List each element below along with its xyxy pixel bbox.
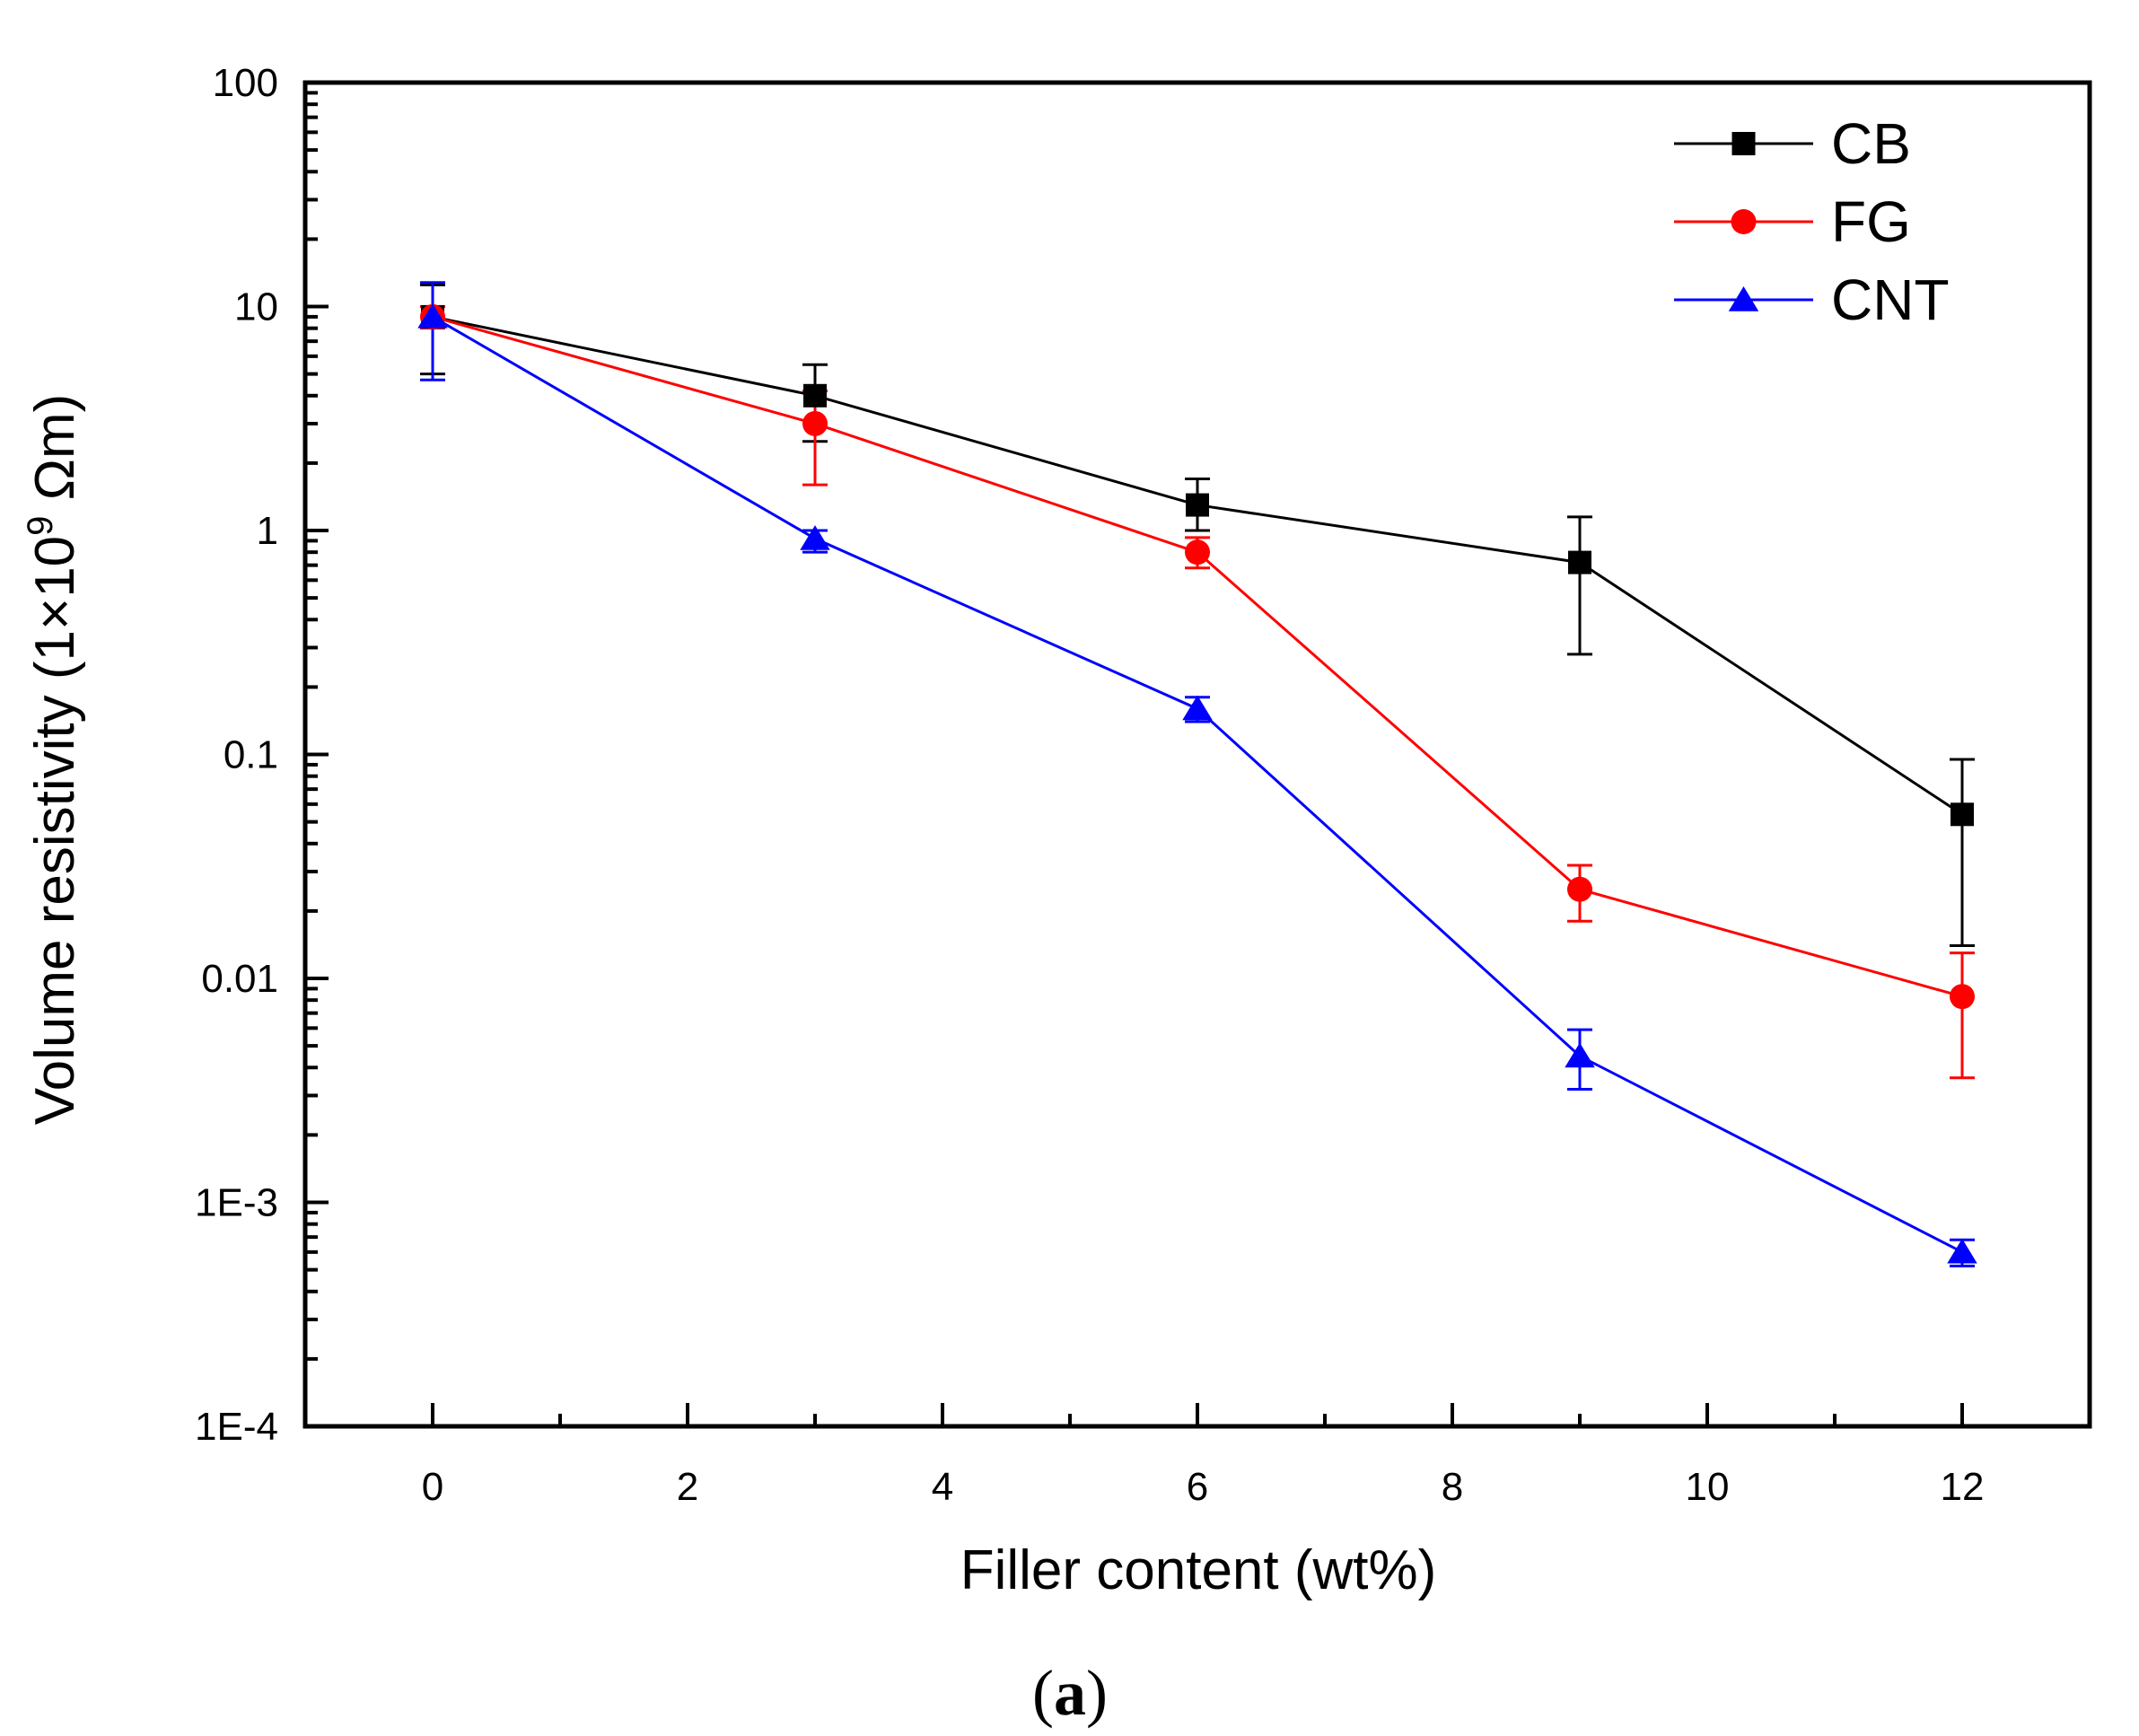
legend-label-cnt: CNT <box>1831 267 1950 332</box>
y-axis-title-suffix: Ωm) <box>24 394 86 516</box>
legend-marker-cnt <box>1728 286 1759 311</box>
errorbars-layer <box>420 281 1975 1267</box>
x-tick-label: 2 <box>677 1465 698 1509</box>
y-tick-label: 1 <box>257 509 278 553</box>
panel-label: (a) <box>1032 1657 1108 1729</box>
data-point-cnt <box>1565 1042 1595 1068</box>
legend-marker-fg <box>1731 209 1757 234</box>
y-axis-tick-labels: 1E-4 1E-3 0.01 0.1 1 10 100 <box>195 61 278 1449</box>
data-point-fg <box>1950 984 1975 1010</box>
x-tick-label: 12 <box>1941 1465 1985 1509</box>
legend-label-fg: FG <box>1831 189 1911 254</box>
y-tick-label: 10 <box>234 285 278 329</box>
y-tick-label: 0.01 <box>201 957 278 1001</box>
data-point-cb <box>803 383 827 408</box>
data-point-fg <box>802 410 828 436</box>
x-tick-label: 8 <box>1442 1465 1463 1509</box>
x-axis-tick-labels: 0 2 4 6 8 10 12 <box>422 1465 1985 1509</box>
y-axis-ticks <box>305 81 329 1428</box>
x-tick-label: 6 <box>1187 1465 1208 1509</box>
x-axis-title: Filler content (wt%) <box>960 1539 1437 1601</box>
data-point-cnt <box>1947 1238 1977 1264</box>
y-tick-label: 1E-3 <box>195 1181 278 1225</box>
data-point-cnt <box>1182 695 1213 721</box>
data-point-cb <box>1186 493 1209 517</box>
y-axis-title-prefix: Volume resistivity (1×10 <box>24 536 86 1125</box>
legend-label-cb: CB <box>1831 111 1911 176</box>
legend: CB FG CNT <box>1674 111 1950 332</box>
series-line-cnt <box>432 315 1963 1254</box>
y-axis-title-exponent: 9 <box>21 516 60 536</box>
y-tick-label: 0.1 <box>224 733 278 777</box>
x-tick-label: 4 <box>932 1465 953 1509</box>
series-lines-layer <box>432 315 1963 1254</box>
series-line-fg <box>432 315 1963 998</box>
x-tick-label: 10 <box>1686 1465 1730 1509</box>
data-point-fg <box>1567 876 1592 902</box>
x-tick-label: 0 <box>422 1465 443 1509</box>
legend-marker-cb <box>1731 132 1756 155</box>
y-tick-label: 100 <box>213 61 278 105</box>
data-point-cb <box>1951 802 1974 827</box>
plot-frame <box>302 80 2092 1429</box>
y-tick-label: 1E-4 <box>195 1405 278 1449</box>
panel-label-letter: a <box>1054 1657 1086 1729</box>
data-point-fg <box>1185 539 1210 566</box>
data-point-cb <box>1568 550 1591 574</box>
y-axis-title: Volume resistivity (1×109 Ωm) <box>21 394 86 1126</box>
data-point-cnt <box>800 525 830 550</box>
x-axis-ticks <box>431 1403 1964 1426</box>
data-point-cnt <box>417 302 448 329</box>
markers-layer <box>417 302 1977 1264</box>
